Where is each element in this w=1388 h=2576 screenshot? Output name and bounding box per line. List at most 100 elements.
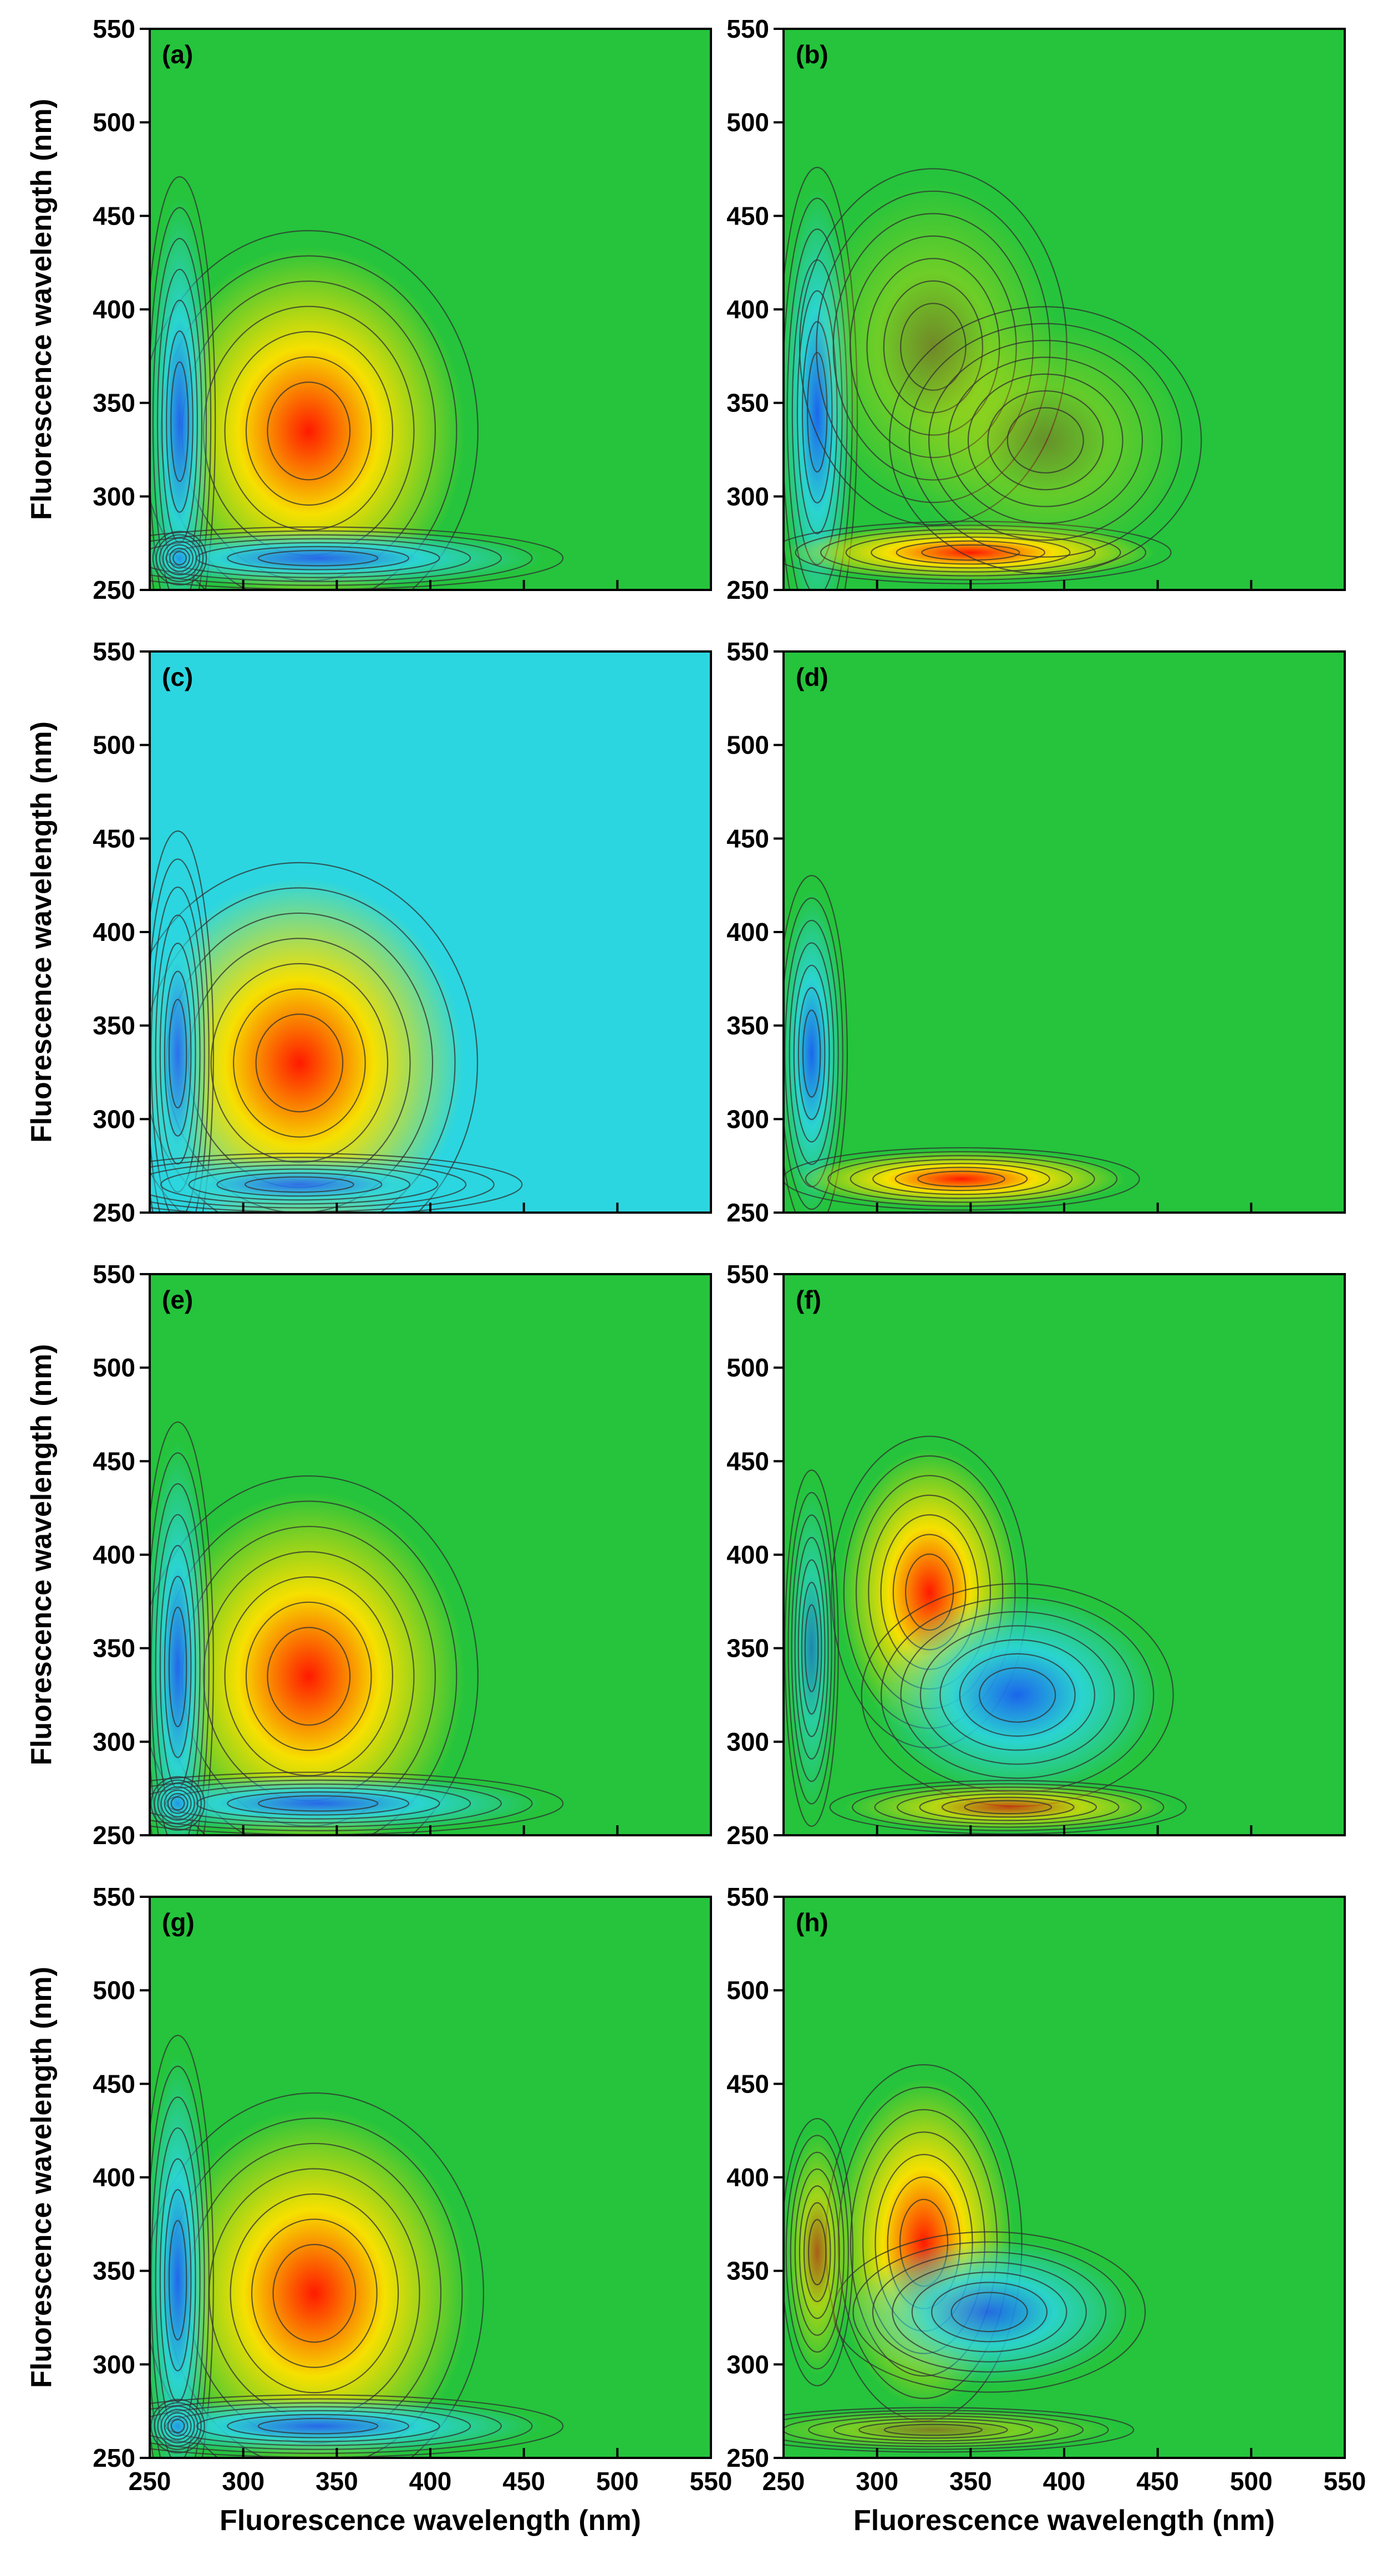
contour-line [931,2282,1048,2343]
contour-line [833,2418,1034,2442]
y-tick-label: 450 [93,824,135,853]
y-tick-label: 450 [93,201,135,230]
panel-label: (h) [796,1908,828,1937]
y-tick-label: 450 [726,1447,769,1475]
y-tick-label: 550 [93,1882,135,1911]
y-tick-label: 250 [93,1821,135,1850]
contour-line [172,551,187,566]
y-tick-label: 350 [726,1011,769,1040]
y-tick-label: 550 [726,1260,769,1289]
contour-line [152,238,207,590]
panel-a: 250 300 350 400 450 500 550 (a) Fluorescence wav… [26,14,712,604]
x-tick-label: 250 [129,2467,171,2496]
panel-d: 250 300 350 400 450 500 550 (d) [726,637,1346,1227]
contour-line [150,1775,533,1831]
y-axis-title: Fluorescence wavelength (nm) [26,1967,58,2388]
contour-line [150,2065,210,2458]
negative-peak [784,889,845,1213]
contour-line [159,537,201,579]
negative-peak [153,2401,203,2451]
y-axis-title: Fluorescence wavelength (nm) [26,99,58,520]
y-tick-label: 300 [726,1727,769,1756]
contour-line [797,987,826,1121]
y-tick-label: 300 [93,2350,135,2379]
y-tick-label: 250 [726,1821,769,1850]
contour-line [150,887,456,1213]
contour-line [216,1172,383,1197]
contour-line [919,1625,1115,1765]
contour-line [950,2292,1028,2333]
contour-line [227,2414,409,2438]
contour-line [150,1421,214,1835]
contour-line [245,356,372,506]
x-axis-title: Fluorescence wavelength (nm) [853,2504,1275,2537]
contour-line [827,1155,1095,1203]
contour-line [150,1160,467,1209]
contour-line [160,2409,195,2443]
y-tick-label: 300 [93,1727,135,1756]
contour-line [967,373,1123,507]
contour-line [164,1576,192,1758]
contour-line [245,1601,372,1751]
contour-line [784,1147,1140,1211]
y-tick-label: 350 [93,2257,135,2285]
x-tick-label: 550 [1324,2467,1366,2496]
contour-line [987,390,1104,491]
contour-line [150,2398,533,2454]
contour-line [267,381,351,481]
y-tick-label: 250 [726,1198,769,1227]
panel-b: 250 300 350 400 450 500 550 (b) [726,14,1346,604]
contour-line [829,1780,1187,1835]
contour-line [152,531,207,586]
contour-line [150,887,205,1213]
y-tick-label: 400 [93,918,135,946]
x-tick-label: 400 [409,2467,452,2496]
contour-line [150,830,214,1213]
contour-line [169,547,190,569]
contour-line [257,1795,379,1812]
y-tick-label: 550 [93,1260,135,1289]
heatmap-background [784,651,1345,1213]
y-axis-title: Fluorescence wavelength (nm) [26,1344,58,1765]
contour-line [964,1800,1053,1815]
contour-line [794,2168,840,2336]
contour-line [170,361,189,482]
y-tick-label: 400 [726,295,769,324]
y-tick-label: 300 [726,2350,769,2379]
y-tick-label: 350 [93,1011,135,1040]
y-tick-label: 400 [93,295,135,324]
y-tick-label: 450 [93,2069,135,2098]
x-tick-label: 550 [690,2467,733,2496]
y-tick-label: 250 [93,1198,135,1227]
positive-peak [843,1782,1173,1832]
contour-line [150,2402,502,2450]
contour-line [807,2219,827,2285]
y-tick-label: 250 [726,576,769,604]
negative-peak [150,1440,211,1835]
y-tick-label: 250 [93,576,135,604]
panel-label: (g) [162,1908,195,1937]
y-axis-title: Fluorescence wavelength (nm) [26,721,58,1143]
y-tick-label: 350 [93,1634,135,1663]
contour-line [164,2412,192,2440]
contour-line [799,2185,836,2319]
panel-label: (a) [162,40,193,69]
contour-line [267,1627,351,1726]
y-tick-label: 500 [93,108,135,137]
contour-line [784,897,843,1210]
positive-peak [150,878,464,1213]
negative-peak [787,1483,837,1813]
contour-line [233,988,366,1138]
contour-line [170,1796,185,1811]
contour-line [150,534,502,582]
contour-line [164,1789,192,1818]
y-tick-label: 450 [726,2069,769,2098]
y-tick-label: 350 [93,389,135,418]
negative-peak [150,1155,505,1213]
contour-line [150,207,212,590]
contour-line [908,323,1182,558]
x-tick-label: 500 [1230,2467,1273,2496]
y-tick-label: 500 [93,731,135,760]
